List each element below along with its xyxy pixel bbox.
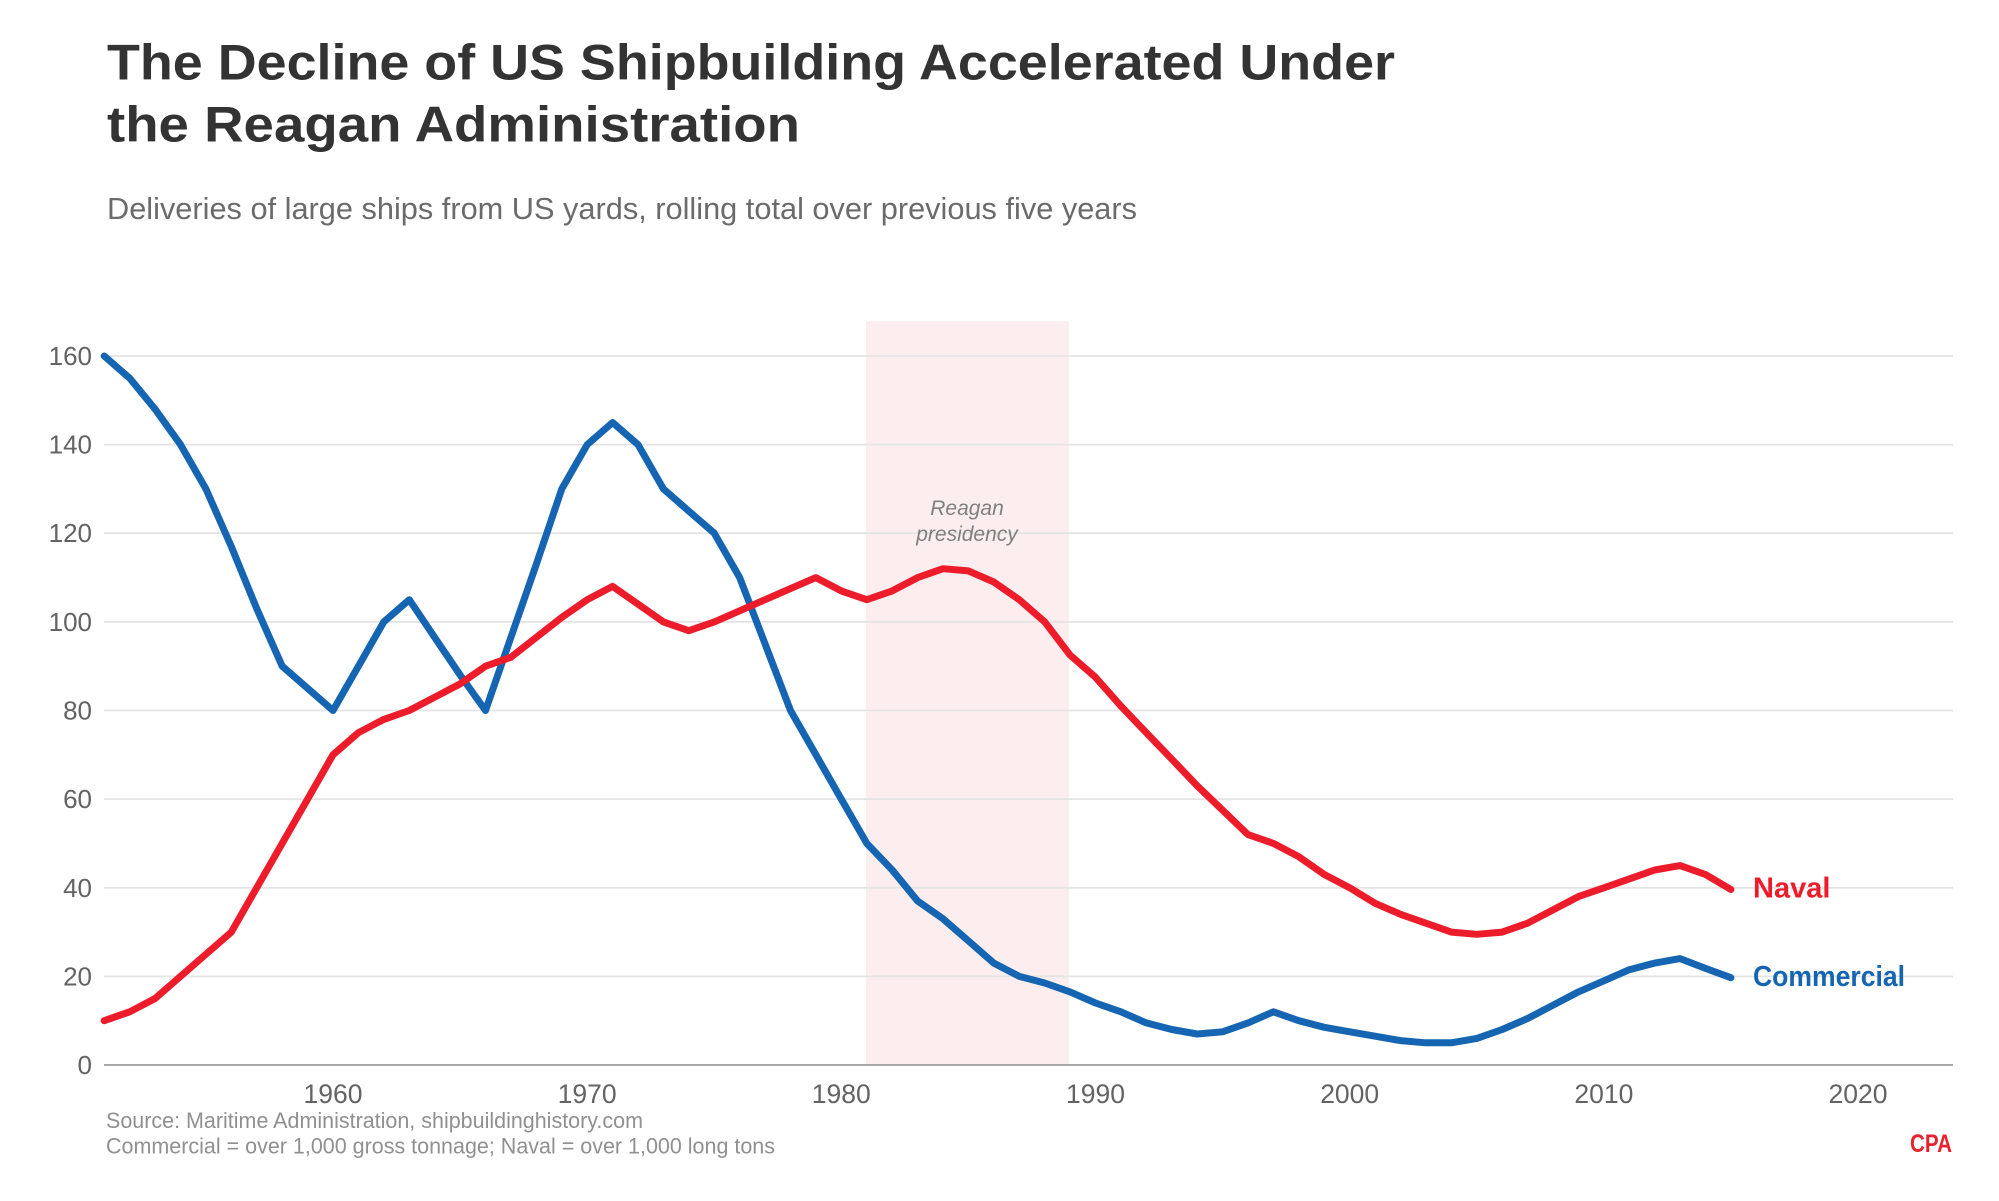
svg-text:40: 40 — [63, 873, 92, 903]
svg-text:The Decline of US Shipbuilding: The Decline of US Shipbuilding Accelerat… — [107, 35, 1395, 91]
svg-text:Deliveries of large ships from: Deliveries of large ships from US yards,… — [107, 191, 1137, 226]
svg-text:140: 140 — [49, 430, 92, 460]
svg-text:0: 0 — [78, 1050, 92, 1080]
svg-text:1970: 1970 — [558, 1079, 617, 1109]
svg-text:CPA: CPA — [1910, 1130, 1952, 1158]
svg-text:1980: 1980 — [812, 1079, 871, 1109]
svg-text:2020: 2020 — [1829, 1079, 1888, 1109]
svg-text:20: 20 — [63, 961, 92, 991]
svg-text:80: 80 — [63, 696, 92, 726]
svg-text:Naval: Naval — [1753, 873, 1830, 905]
svg-text:120: 120 — [49, 518, 92, 548]
svg-text:1990: 1990 — [1066, 1079, 1125, 1109]
svg-text:2000: 2000 — [1320, 1079, 1379, 1109]
svg-text:60: 60 — [63, 784, 92, 814]
svg-text:100: 100 — [49, 607, 92, 637]
svg-text:the Reagan Administration: the Reagan Administration — [107, 97, 800, 153]
svg-text:2010: 2010 — [1574, 1079, 1633, 1109]
svg-text:1960: 1960 — [304, 1079, 363, 1109]
svg-text:Reagan: Reagan — [930, 497, 1004, 520]
svg-text:Source: Maritime Administratio: Source: Maritime Administration, shipbui… — [106, 1108, 643, 1133]
svg-text:presidency: presidency — [915, 523, 1019, 546]
svg-text:Commercial = over 1,000 gross: Commercial = over 1,000 gross tonnage; N… — [106, 1134, 775, 1159]
svg-text:160: 160 — [49, 341, 92, 371]
svg-text:Commercial: Commercial — [1753, 961, 1905, 993]
